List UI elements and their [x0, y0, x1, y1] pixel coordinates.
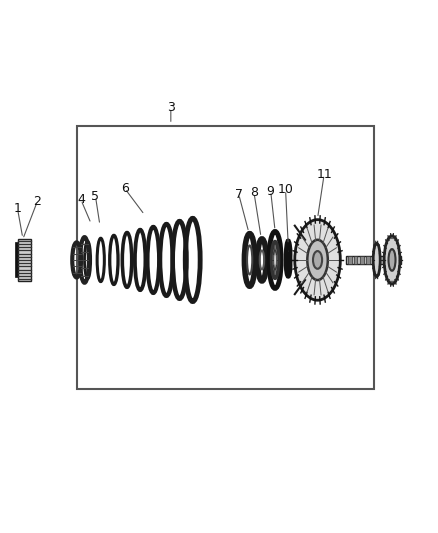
Bar [77, 126, 374, 389]
Bar [346, 256, 401, 264]
Ellipse shape [313, 251, 322, 269]
Text: 11: 11 [316, 168, 332, 181]
Bar [15, 243, 18, 278]
Ellipse shape [373, 243, 380, 277]
Bar [348, 256, 352, 264]
Text: 5: 5 [92, 190, 99, 203]
Ellipse shape [384, 236, 400, 284]
Text: 8: 8 [250, 187, 258, 199]
Bar [366, 256, 370, 264]
Bar [360, 256, 364, 264]
Text: 10: 10 [278, 183, 293, 196]
Ellipse shape [389, 249, 396, 271]
Text: 7: 7 [235, 188, 243, 201]
Bar [354, 256, 357, 264]
Text: 6: 6 [121, 182, 129, 195]
Ellipse shape [295, 220, 340, 300]
Text: 1: 1 [14, 202, 21, 215]
Text: 9: 9 [267, 184, 275, 198]
Text: 4: 4 [77, 193, 85, 206]
Text: 2: 2 [33, 195, 41, 208]
Text: 3: 3 [167, 101, 175, 115]
Ellipse shape [307, 240, 328, 280]
Bar [18, 239, 31, 281]
